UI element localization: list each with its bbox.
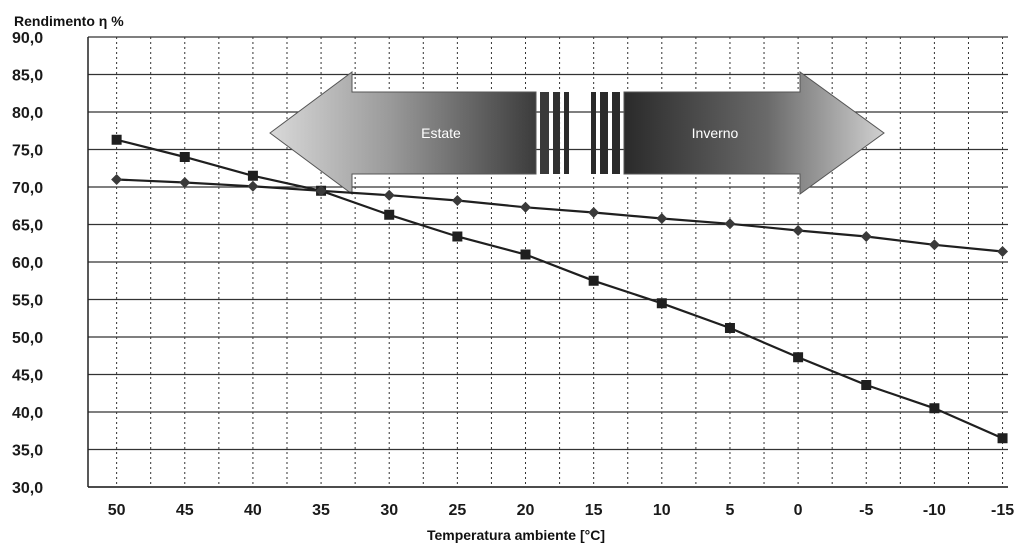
x-axis-title: Temperatura ambiente [°C] <box>427 527 605 543</box>
data-point <box>179 177 191 188</box>
data-point <box>247 170 258 181</box>
summer-arrow-left <box>269 71 537 195</box>
y-tick-label: 50,0 <box>12 330 43 347</box>
data-point <box>520 201 532 213</box>
x-axis: 50 45 40 35 30 25 20 15 10 5 0 -5 -10 -15 <box>108 502 1014 519</box>
arrow-stripe <box>564 92 569 174</box>
y-axis-title: Rendimento η % <box>14 13 124 29</box>
arrow-stripe <box>612 92 620 174</box>
data-point <box>111 174 123 185</box>
y-tick-label: 80,0 <box>12 105 43 122</box>
arrow-stripe <box>540 92 549 174</box>
y-tick-label: 60,0 <box>12 255 43 272</box>
series-diamond <box>111 174 1009 257</box>
data-point <box>452 231 463 242</box>
data-point <box>588 207 600 218</box>
x-tick-label: 5 <box>726 502 735 519</box>
data-point <box>588 275 599 286</box>
winter-label: Inverno <box>692 125 739 141</box>
data-point <box>179 152 190 162</box>
series-line <box>116 138 1003 440</box>
data-point <box>997 433 1008 444</box>
data-point <box>793 352 804 363</box>
series-square <box>111 134 1008 444</box>
y-tick-label: 35,0 <box>12 443 43 460</box>
y-tick-label: 55,0 <box>12 293 43 310</box>
x-tick-label: 0 <box>794 502 803 519</box>
data-point <box>792 225 804 236</box>
y-tick-label: 75,0 <box>12 143 43 160</box>
y-tick-label: 90,0 <box>12 30 43 47</box>
data-point <box>384 209 395 220</box>
arrow-stripe <box>600 92 608 174</box>
series-line <box>116 178 1003 253</box>
y-axis: 90,0 85,0 80,0 75,0 70,0 65,0 60,0 55,0 50,0 45,0… <box>12 30 43 497</box>
winter-arrow-right <box>623 71 885 195</box>
x-tick-label: 30 <box>380 502 398 519</box>
data-point <box>860 231 872 242</box>
x-tick-label: 45 <box>176 502 194 519</box>
x-tick-label: 10 <box>653 502 671 519</box>
y-tick-label: 65,0 <box>12 218 43 235</box>
x-tick-label: 40 <box>244 502 262 519</box>
data-point <box>997 246 1009 257</box>
series-layer <box>111 134 1009 444</box>
data-point <box>724 218 736 230</box>
arrow-stripe <box>553 92 560 174</box>
summer-label: Estate <box>421 125 461 141</box>
data-point <box>929 403 940 414</box>
x-tick-label: 15 <box>585 502 603 519</box>
y-tick-label: 40,0 <box>12 405 43 422</box>
x-tick-label: -15 <box>991 502 1014 519</box>
x-tick-label: 25 <box>448 502 466 519</box>
data-point <box>861 380 872 390</box>
x-tick-label: 50 <box>108 502 126 519</box>
x-tick-label: 20 <box>517 502 535 519</box>
data-point <box>656 298 667 309</box>
y-tick-label: 85,0 <box>12 68 43 85</box>
x-tick-label: -5 <box>859 502 873 519</box>
data-point <box>383 189 395 201</box>
x-tick-label: -10 <box>923 502 946 519</box>
data-point <box>111 134 122 145</box>
x-tick-label: 35 <box>312 502 330 519</box>
data-point <box>724 323 735 333</box>
data-point <box>656 213 668 224</box>
data-point <box>315 185 327 197</box>
data-point <box>247 180 259 192</box>
data-point <box>520 249 531 260</box>
season-arrow: Estate Inverno <box>269 71 885 195</box>
data-point <box>928 239 940 251</box>
data-point <box>451 195 463 206</box>
y-tick-label: 45,0 <box>12 368 43 385</box>
arrow-stripe <box>591 92 596 174</box>
y-tick-label: 70,0 <box>12 180 43 197</box>
y-tick-label: 30,0 <box>12 480 43 497</box>
